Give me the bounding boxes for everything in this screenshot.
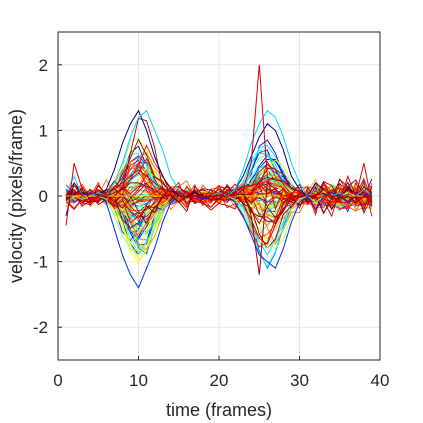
y-axis-ticks: -2 -1 0 1 2 bbox=[33, 56, 62, 337]
velocity-trace bbox=[65, 144, 373, 248]
y-tick-label: 0 bbox=[39, 187, 48, 206]
x-tick-label: 30 bbox=[290, 371, 309, 390]
x-tick-label: 20 bbox=[210, 371, 229, 390]
y-tick-label: 1 bbox=[39, 121, 48, 140]
velocity-trace bbox=[65, 173, 373, 246]
y-tick-label: -2 bbox=[33, 318, 48, 337]
x-axis-label: time (frames) bbox=[166, 400, 272, 420]
x-tick-label: 10 bbox=[129, 371, 148, 390]
velocity-trace-sample bbox=[65, 109, 373, 197]
x-tick-label: 0 bbox=[53, 371, 62, 390]
x-tick-label: 40 bbox=[371, 371, 390, 390]
velocity-trace-sample bbox=[65, 181, 372, 275]
series-lines bbox=[65, 64, 373, 289]
velocity-trace bbox=[65, 183, 372, 225]
y-tick-label: -1 bbox=[33, 253, 48, 272]
y-tick-label: 2 bbox=[39, 56, 48, 75]
y-axis-label: velocity (pixels/frame) bbox=[6, 109, 26, 283]
x-axis-ticks: 0 10 20 30 40 bbox=[53, 356, 389, 390]
